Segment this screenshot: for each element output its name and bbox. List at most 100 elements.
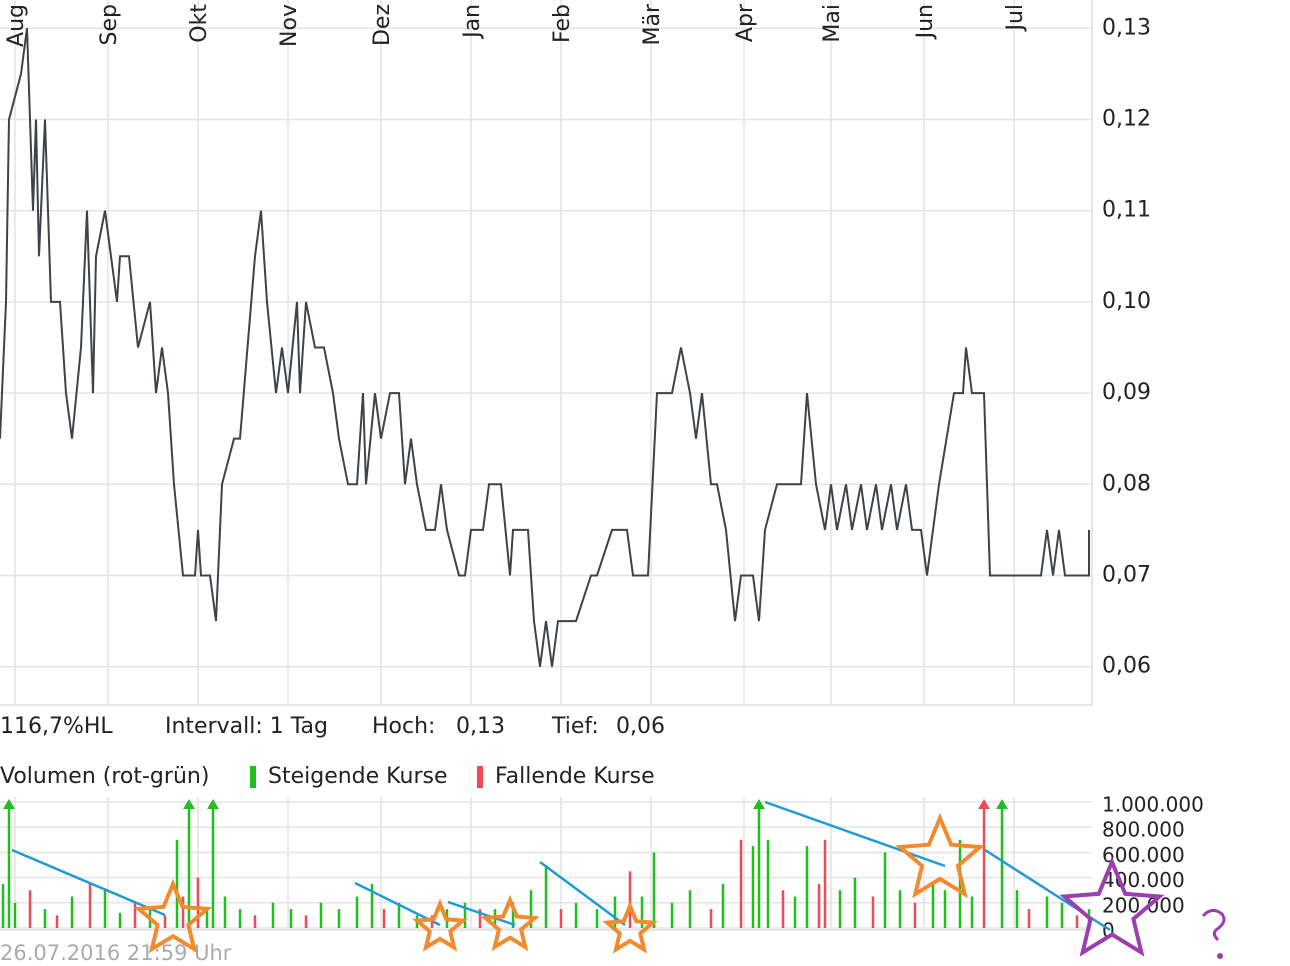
volume-bar: [1060, 902, 1064, 928]
volume-bar: [898, 890, 902, 928]
volume-bar: [370, 883, 374, 928]
x-tick-label: Jan: [460, 4, 485, 40]
stat-text: Hoch:: [372, 714, 435, 739]
overflow-arrow: [207, 799, 219, 809]
y-tick-label: 0,11: [1102, 198, 1151, 223]
volume-bar: [838, 890, 842, 928]
volume-bar: [382, 909, 386, 928]
annotation-star: [602, 900, 658, 954]
volume-bar: [805, 846, 809, 928]
volume-bar: [175, 839, 179, 928]
annotation-scribbles: [11, 800, 1165, 957]
volume-bar: [793, 896, 797, 928]
x-tick-label: Mär: [640, 3, 665, 45]
volume-bar: [982, 805, 986, 928]
volume-bar: [118, 912, 122, 928]
volume-bar: [43, 909, 47, 928]
volume-bar: [574, 902, 578, 928]
x-tick-label: Nov: [277, 4, 302, 47]
volume-bar: [628, 871, 632, 928]
annotation-star: [412, 898, 468, 952]
overflow-arrow: [3, 799, 15, 809]
x-tick-label: Okt: [187, 4, 212, 43]
volume-bar: [1015, 890, 1019, 928]
volume-bar: [463, 902, 467, 928]
volume-bar: [133, 902, 137, 928]
question-mark-scribble: [1201, 909, 1226, 942]
x-tick-label: Feb: [550, 4, 575, 43]
volume-bar: [163, 915, 167, 928]
volume-bar: [943, 890, 947, 928]
y-tick-label: 0,10: [1102, 289, 1151, 314]
volume-bar: [211, 805, 215, 928]
volume-bar: [739, 839, 743, 928]
y-tick-label: 0,12: [1102, 106, 1151, 131]
overflow-arrow: [183, 799, 195, 809]
legend-label: Fallende Kurse: [495, 764, 655, 789]
volume-bar: [751, 846, 755, 928]
volume-bar: [337, 909, 341, 928]
volume-bar: [397, 902, 401, 928]
volume-bar: [757, 805, 761, 928]
volume-bar: [7, 805, 11, 928]
y-tick-label: 0,08: [1102, 471, 1151, 496]
x-tick-label: Apr: [733, 3, 758, 42]
volume-bar: [781, 890, 785, 928]
volume-bar: [28, 890, 32, 928]
y-tick-label: 1.000.000: [1102, 793, 1204, 817]
volume-bar: [355, 896, 359, 928]
y-tick-label: 0,09: [1102, 380, 1151, 405]
volume-bar: [670, 902, 674, 928]
volume-bar: [529, 890, 533, 928]
x-tick-label: Dez: [370, 4, 395, 46]
annotation-line: [11, 848, 166, 917]
volume-bar: [913, 902, 917, 928]
volume-bar: [652, 852, 656, 928]
volume-bar: [931, 883, 935, 928]
stat-text: 0,06: [616, 714, 665, 739]
volume-bar: [1075, 915, 1079, 928]
volume-bar: [823, 839, 827, 928]
x-tick-label: Jun: [913, 4, 938, 40]
y-tick-label: 0,06: [1102, 654, 1151, 679]
volume-bar: [55, 915, 59, 928]
volume-bar: [1000, 805, 1004, 928]
annotation-star: [480, 894, 540, 952]
volume-bar: [103, 890, 107, 928]
y-tick-label: 800.000: [1102, 818, 1185, 842]
stat-text: Intervall: 1 Tag: [165, 714, 328, 739]
stat-text: Tief:: [551, 714, 599, 739]
volume-bar: [1, 883, 5, 928]
stat-text: 0,13: [456, 714, 505, 739]
volume-bar: [181, 896, 185, 928]
volume-bar: [304, 915, 308, 928]
volume-bar: [187, 805, 191, 928]
volume-bar: [958, 839, 962, 928]
volume-bar: [688, 890, 692, 928]
volume-bar: [883, 852, 887, 928]
volume-bar: [613, 896, 617, 928]
volume-bar: [1045, 896, 1049, 928]
y-tick-label: 600.000: [1102, 843, 1185, 867]
volume-bar: [511, 902, 515, 928]
volume-bar: [544, 865, 548, 928]
volume-bar: [595, 909, 599, 928]
annotation-line: [447, 900, 516, 927]
annotation-star: [1059, 856, 1165, 957]
volume-bar: [871, 896, 875, 928]
overflow-arrow: [996, 799, 1008, 809]
volume-bar: [289, 909, 293, 928]
overflow-arrow: [753, 799, 765, 809]
volume-bar: [721, 883, 725, 928]
question-mark-dot: [1217, 953, 1223, 959]
volume-bar: [253, 915, 257, 928]
price-line: [0, 28, 1090, 667]
volume-bar: [319, 902, 323, 928]
volume-bar: [13, 902, 17, 928]
y-tick-label: 0,07: [1102, 562, 1151, 587]
legend-swatch: [477, 766, 483, 788]
annotation-star: [895, 812, 985, 899]
volume-bar: [1027, 909, 1031, 928]
x-tick-label: Sep: [97, 4, 122, 45]
